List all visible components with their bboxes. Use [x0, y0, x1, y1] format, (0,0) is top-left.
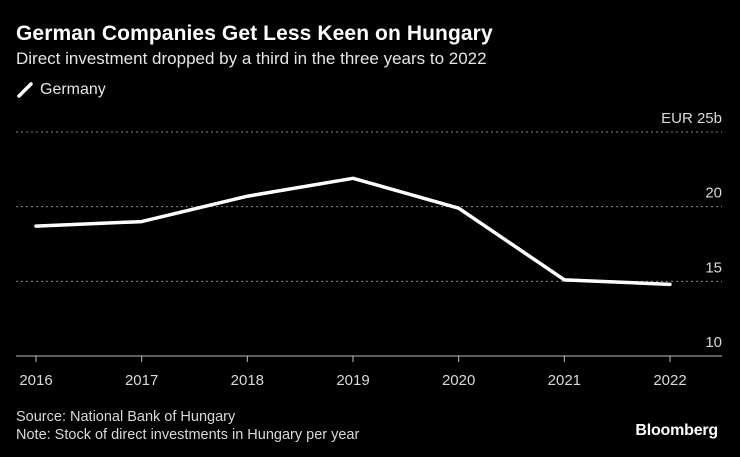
legend-label-germany: Germany: [40, 81, 106, 98]
y-tick-label-15: 15: [705, 259, 722, 276]
y-tick-label-10: 10: [705, 334, 722, 351]
x-tick-label-2019: 2019: [336, 372, 369, 389]
x-tick-label-2016: 2016: [19, 372, 52, 389]
legend-swatch-germany: [17, 82, 33, 98]
bloomberg-logo: Bloomberg: [635, 422, 718, 439]
x-tick-label-2020: 2020: [442, 372, 475, 389]
chart-title: German Companies Get Less Keen on Hungar…: [16, 22, 493, 45]
source-note: Source: National Bank of Hungary: [16, 409, 236, 425]
legend: Germany: [16, 81, 106, 99]
series-line-germany: [34, 176, 672, 287]
y-tick-label-20: 20: [705, 185, 722, 202]
footnote: Note: Stock of direct investments in Hun…: [16, 427, 360, 443]
y-tick-label-25: EUR 25b: [661, 110, 722, 127]
footer: Source: National Bank of Hungary Note: S…: [16, 408, 359, 444]
x-tick-label-2017: 2017: [125, 372, 158, 389]
chart-subtitle: Direct investment dropped by a third in …: [16, 49, 487, 68]
x-tick-label-2021: 2021: [548, 372, 581, 389]
x-tick-label-2022: 2022: [653, 372, 686, 389]
x-tick-label-2018: 2018: [231, 372, 264, 389]
